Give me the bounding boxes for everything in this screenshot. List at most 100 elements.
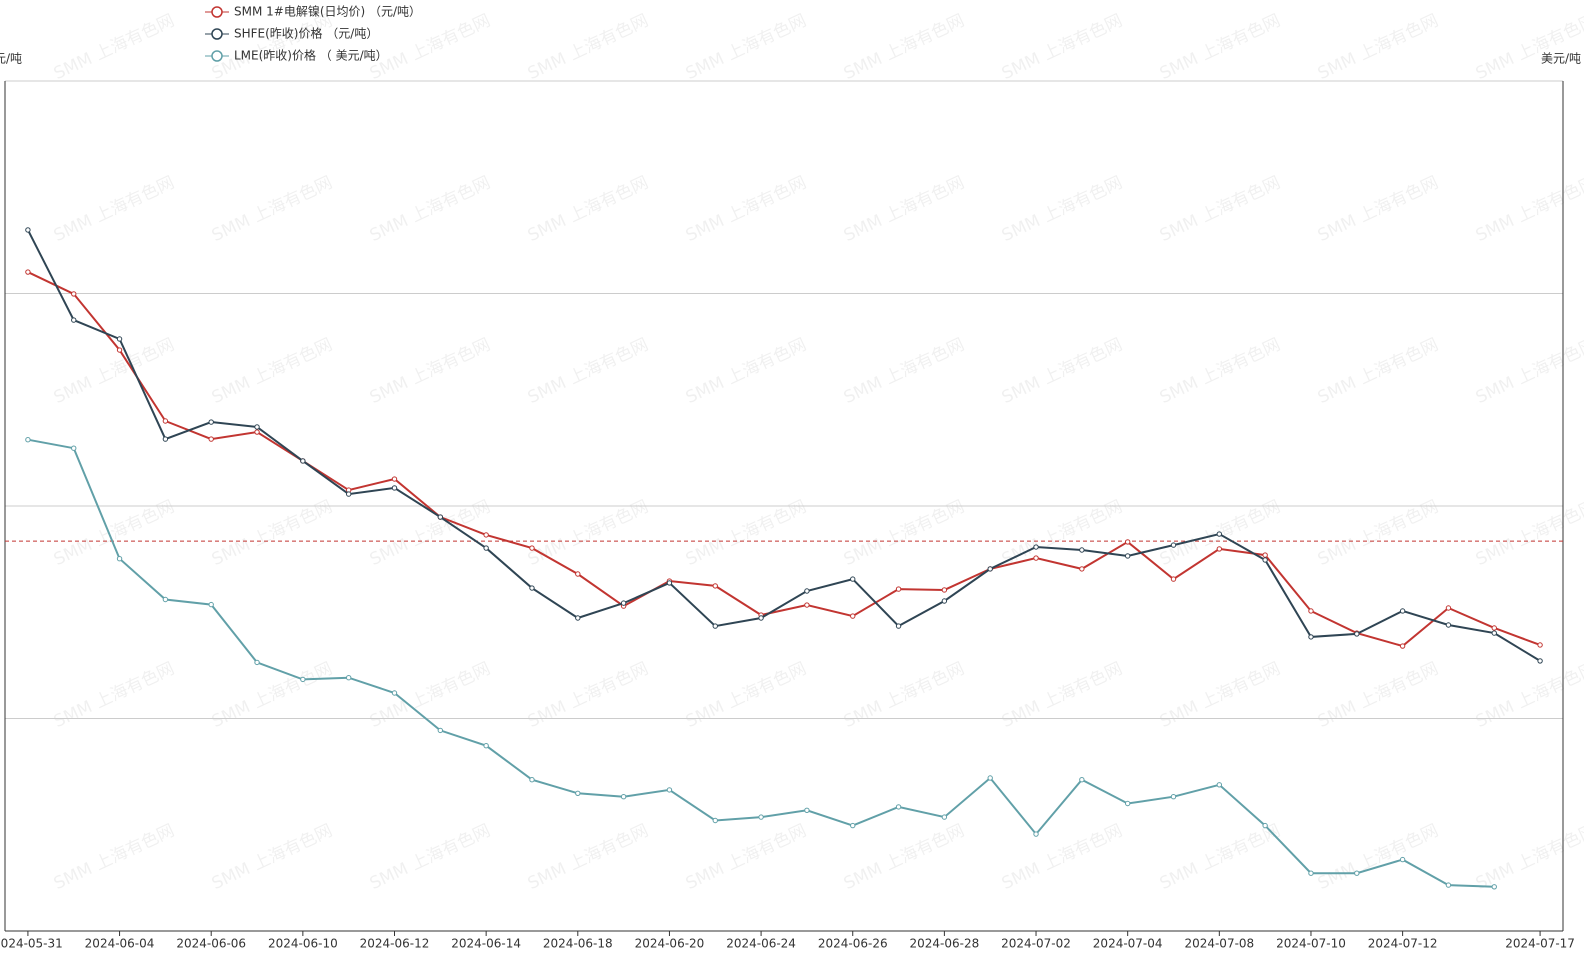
data-point [25, 227, 31, 233]
x-tick-label: 2024-07-17 [1505, 937, 1575, 951]
data-point [1491, 625, 1497, 631]
data-point [1445, 605, 1452, 611]
data-point [895, 623, 902, 629]
data-point [850, 822, 856, 829]
data-point [712, 583, 718, 589]
data-point [575, 571, 581, 577]
data-point [941, 598, 948, 604]
watermark: SMM 上海有色网 [1315, 335, 1442, 408]
data-point [1216, 531, 1223, 537]
x-tick-label: 2024-06-26 [818, 937, 888, 951]
watermark: SMM 上海有色网 [1157, 659, 1284, 732]
data-point [116, 336, 123, 342]
x-tick-label: 2024-06-14 [451, 937, 521, 951]
watermark: SMM 上海有色网 [841, 821, 968, 894]
x-tick-label: 2024-06-06 [176, 937, 246, 951]
data-point [1399, 608, 1406, 614]
data-point [1216, 782, 1223, 788]
watermark: SMM 上海有色网 [525, 335, 652, 408]
watermark: SMM 上海有色网 [683, 497, 810, 570]
data-point [1308, 608, 1314, 614]
data-point [1124, 539, 1131, 545]
data-point [575, 615, 581, 621]
data-point [1170, 576, 1177, 582]
data-point [941, 587, 948, 593]
data-point [895, 586, 902, 592]
data-point [529, 777, 535, 783]
data-point [712, 817, 718, 824]
watermark: SMM 上海有色网 [51, 173, 178, 246]
watermark: SMM 上海有色网 [1315, 173, 1442, 246]
x-tick-label: 2024-06-10 [268, 937, 338, 951]
watermark: SMM 上海有色网 [209, 173, 336, 246]
watermark: SMM 上海有色网 [51, 821, 178, 894]
data-point [1491, 630, 1497, 636]
data-point [804, 807, 810, 813]
data-point [666, 787, 673, 793]
data-point [71, 317, 77, 323]
watermark: SMM 上海有色网 [683, 173, 810, 246]
x-tick-label: 2024-06-18 [543, 937, 613, 951]
watermark: SMM 上海有色网 [999, 173, 1126, 246]
x-tick-label: 2024-07-02 [1001, 937, 1071, 951]
watermark: SMM 上海有色网 [51, 335, 178, 408]
watermark: SMM 上海有色网 [1157, 11, 1284, 84]
watermark: SMM 上海有色网 [209, 11, 336, 84]
series-line [27, 271, 1541, 648]
data-point [71, 291, 77, 297]
watermark: SMM 上海有色网 [525, 173, 652, 246]
watermark: SMM 上海有色网 [999, 497, 1126, 570]
data-point [758, 814, 764, 820]
data-point [987, 775, 993, 781]
watermark: SMM 上海有色网 [841, 11, 968, 84]
watermark: SMM 上海有色网 [51, 11, 178, 84]
x-tick-label: 2024-07-12 [1368, 937, 1438, 951]
data-point [1216, 546, 1223, 552]
watermark: SMM 上海有色网 [841, 497, 968, 570]
data-point [483, 545, 489, 551]
legend-marker [211, 28, 223, 40]
data-point [300, 676, 306, 683]
data-point [1308, 634, 1314, 640]
watermark: SMM 上海有色网 [1473, 11, 1584, 84]
legend-label: SMM 1#电解镍(日均价) （元/吨） [234, 5, 421, 19]
watermark: SMM 上海有色网 [209, 497, 336, 570]
watermark: SMM 上海有色网 [841, 659, 968, 732]
watermark: SMM 上海有色网 [51, 497, 178, 570]
data-point [162, 436, 169, 442]
data-point [1170, 542, 1177, 548]
watermark: SMM 上海有色网 [841, 335, 968, 408]
data-point [758, 615, 764, 621]
data-point [1491, 884, 1497, 890]
watermark: SMM 上海有色网 [1315, 659, 1442, 732]
data-point [391, 476, 398, 482]
data-point [850, 576, 856, 582]
watermark: SMM 上海有色网 [999, 821, 1126, 894]
data-point [300, 458, 306, 464]
data-point [620, 600, 627, 606]
data-point [483, 532, 489, 538]
watermark: SMM 上海有色网 [1157, 173, 1284, 246]
data-point [1124, 553, 1131, 559]
data-point [1079, 777, 1085, 783]
data-point [1079, 547, 1085, 553]
watermark: SMM 上海有色网 [1157, 821, 1284, 894]
data-point [1262, 822, 1268, 829]
watermark: SMM 上海有色网 [1473, 821, 1584, 894]
data-point [712, 623, 718, 629]
series-line [27, 229, 1541, 662]
data-point [1124, 800, 1131, 807]
y2-axis-label: 美元/吨 [1541, 52, 1581, 66]
data-point [254, 659, 260, 666]
data-point [391, 690, 398, 696]
x-tick-label: 2024-05-31 [0, 937, 63, 951]
watermark: SMM 上海有色网 [367, 335, 494, 408]
watermark-layer: SMM 上海有色网 SMM 上海有色网 SMM 上海有色网 SMM 上海有色网 SMM … [51, 11, 1584, 894]
data-point [1354, 870, 1360, 876]
watermark: SMM 上海有色网 [51, 659, 178, 732]
watermark: SMM 上海有色网 [1473, 335, 1584, 408]
watermark: SMM 上海有色网 [1315, 821, 1442, 894]
watermark: SMM 上海有色网 [1315, 497, 1442, 570]
x-tick-label: 2024-07-08 [1184, 937, 1254, 951]
